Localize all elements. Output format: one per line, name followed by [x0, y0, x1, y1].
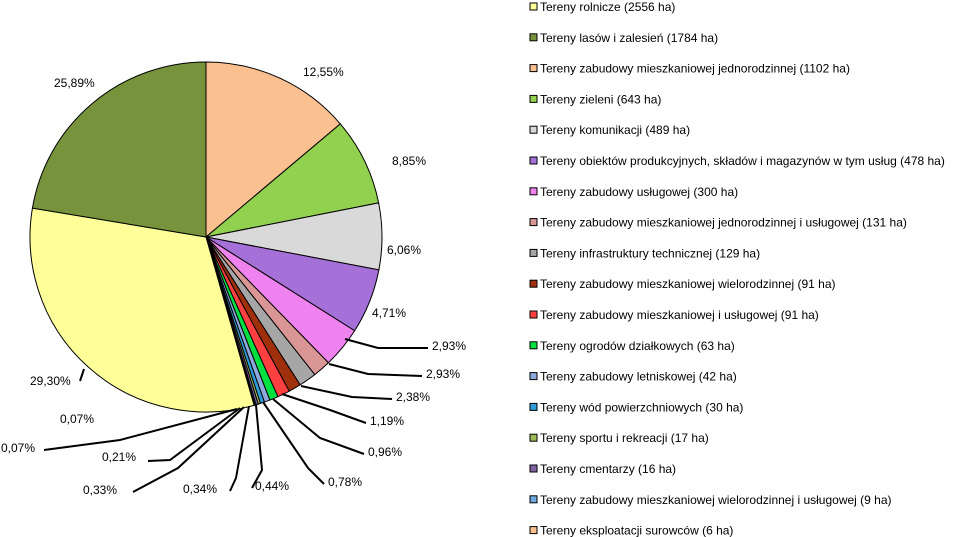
- legend-entry: Tereny infrastruktury technicznej (129 h…: [529, 246, 760, 260]
- percent-label: 0,07%: [1, 441, 35, 455]
- legend-label: Tereny infrastruktury technicznej (129 h…: [540, 246, 760, 260]
- percent-label: 0,21%: [102, 450, 136, 464]
- percent-label: 0,44%: [255, 479, 289, 493]
- legend-label: Tereny komunikacji (489 ha): [540, 123, 690, 137]
- legend-swatch: [529, 187, 538, 196]
- legend-swatch: [529, 2, 538, 11]
- leader-lines: [43, 338, 428, 493]
- percent-label: 4,71%: [372, 306, 406, 320]
- legend-entry: Tereny rolnicze (2556 ha): [529, 0, 675, 14]
- legend-entry: Tereny eksploatacji surowców (6 ha): [529, 524, 733, 537]
- legend-label: Tereny zabudowy mieszkaniowej jednorodzi…: [540, 62, 850, 76]
- leader-line: [281, 393, 367, 424]
- percent-label: 2,93%: [432, 339, 466, 353]
- legend-entry: Tereny zabudowy mieszkaniowej jednorodzi…: [529, 62, 850, 76]
- legend-label: Tereny ogrodów działkowych (63 ha): [540, 339, 735, 353]
- pie-slice: [29, 207, 255, 413]
- percent-label: 12,55%: [303, 65, 344, 79]
- percent-label: 0,07%: [60, 412, 94, 426]
- leader-line: [262, 401, 325, 485]
- legend-entry: Tereny cmentarzy (16 ha): [529, 462, 676, 476]
- legend-swatch: [529, 433, 538, 442]
- legend-label: Tereny cmentarzy (16 ha): [540, 462, 676, 476]
- percent-label: 0,96%: [368, 445, 402, 459]
- leader-line: [147, 407, 241, 462]
- legend-entry: Tereny komunikacji (489 ha): [529, 123, 690, 137]
- leader-line: [272, 398, 365, 455]
- legend-entry: Tereny zabudowy letniskowej (42 ha): [529, 370, 737, 384]
- legend-label: Tereny zabudowy mieszkaniowej wielorodzi…: [540, 493, 892, 507]
- percent-label: 0,34%: [183, 482, 217, 496]
- legend-label: Tereny wód powierzchniowych (30 ha): [540, 400, 743, 414]
- legend-label: Tereny zabudowy mieszkaniowej jednorodzi…: [540, 216, 907, 230]
- legend-entry: Tereny lasów i zalesień (1784 ha): [529, 31, 718, 45]
- legend-label: Tereny lasów i zalesień (1784 ha): [540, 31, 718, 45]
- legend-swatch: [529, 125, 538, 134]
- legend-swatch: [529, 341, 538, 350]
- legend-label: Tereny eksploatacji surowców (6 ha): [540, 524, 733, 537]
- legend-label: Tereny zabudowy mieszkaniowej i usługowe…: [540, 308, 819, 322]
- pie-slice: [205, 61, 342, 239]
- leader-line: [251, 404, 264, 489]
- legend-entry: Tereny ogrodów działkowych (63 ha): [529, 339, 735, 353]
- percent-label: 29,30%: [30, 374, 71, 388]
- legend-label: Tereny zieleni (643 ha): [540, 92, 661, 106]
- percent-label: 2,38%: [396, 390, 430, 404]
- legend-swatch: [529, 64, 538, 73]
- percent-label: 25,89%: [54, 76, 95, 90]
- legend-swatch: [529, 526, 538, 535]
- legend-swatch: [529, 156, 538, 165]
- pie-slice: [205, 123, 380, 238]
- percent-label: 8,85%: [392, 154, 426, 168]
- leader-line: [132, 406, 245, 493]
- legend-entry: Tereny zabudowy mieszkaniowej i usługowe…: [529, 308, 819, 322]
- legend-entry: Tereny obiektów produkcyjnych, składów i…: [529, 154, 945, 168]
- legend-label: Tereny sportu i rekreacji (17 ha): [540, 431, 709, 445]
- percent-labels: 29,30% 25,89% 12,55% 8,85% 6,06% 4,71% 2,93% 2,…: [1, 65, 466, 497]
- legend-label: Tereny zabudowy letniskowej (42 ha): [540, 370, 737, 384]
- leader-line: [43, 408, 238, 451]
- legend: Tereny rolnicze (2556 ha) Tereny lasów i …: [529, 0, 945, 537]
- legend-swatch: [529, 218, 538, 227]
- legend-swatch: [529, 495, 538, 504]
- legend-swatch: [529, 248, 538, 257]
- legend-swatch: [529, 310, 538, 319]
- legend-entry: Tereny zieleni (643 ha): [529, 92, 661, 106]
- legend-entry: Tereny wód powierzchniowych (30 ha): [529, 400, 743, 414]
- legend-swatch: [529, 402, 538, 411]
- leader-line: [300, 385, 393, 400]
- legend-swatch: [529, 372, 538, 381]
- legend-swatch: [529, 279, 538, 288]
- legend-swatch: [529, 33, 538, 42]
- legend-entry: Tereny zabudowy mieszkaniowej wielorodzi…: [529, 493, 892, 507]
- leader-line: [328, 363, 423, 377]
- percent-label: 6,06%: [387, 243, 421, 257]
- pie-slices: [29, 61, 383, 413]
- legend-label: Tereny rolnicze (2556 ha): [540, 0, 675, 14]
- legend-label: Tereny obiektów produkcyjnych, składów i…: [540, 154, 945, 168]
- legend-swatch: [529, 464, 538, 473]
- percent-label: 0,33%: [83, 483, 117, 497]
- leader-line: [79, 368, 85, 382]
- pie-slice: [31, 61, 207, 238]
- legend-entry: Tereny zabudowy usługowej (300 ha): [529, 185, 738, 199]
- percent-label: 1,19%: [370, 414, 404, 428]
- percent-label: 0,78%: [328, 475, 362, 489]
- legend-entry: Tereny sportu i rekreacji (17 ha): [529, 431, 709, 445]
- legend-label: Tereny zabudowy mieszkaniowej wielorodzi…: [540, 277, 835, 291]
- legend-label: Tereny zabudowy usługowej (300 ha): [540, 185, 738, 199]
- legend-entry: Tereny zabudowy mieszkaniowej jednorodzi…: [529, 216, 907, 230]
- legend-swatch: [529, 94, 538, 103]
- percent-label: 2,93%: [426, 367, 460, 381]
- leader-line: [344, 338, 428, 349]
- legend-entry: Tereny zabudowy mieszkaniowej wielorodzi…: [529, 277, 835, 291]
- leader-line: [229, 405, 250, 492]
